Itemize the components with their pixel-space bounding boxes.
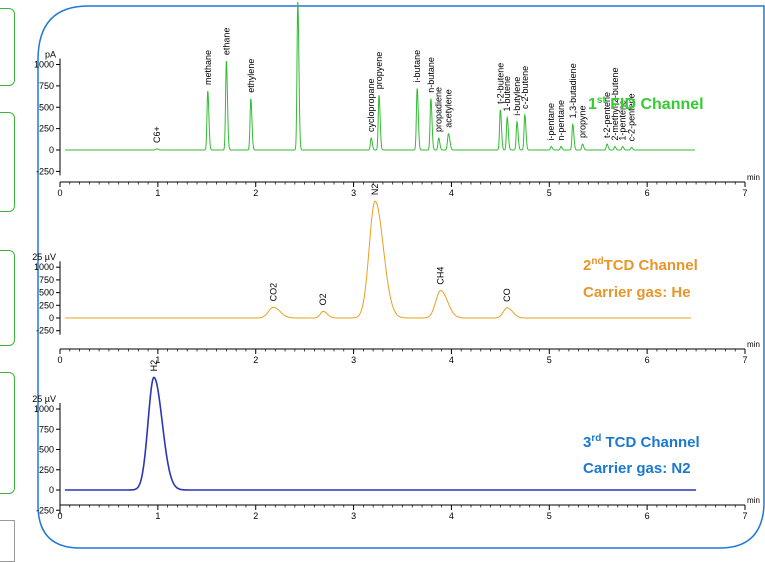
x-tick-label: 7: [742, 511, 747, 521]
peak-label: i-butylene: [512, 77, 522, 116]
side-bracket-4: [0, 372, 15, 494]
carrier-gas-label: Carrier gas: He: [583, 284, 691, 301]
y-tick-label: 1000: [34, 60, 54, 70]
y-tick-label: 1000: [34, 404, 54, 414]
y-tick-label: 750: [39, 81, 54, 91]
peak-label: methane: [203, 50, 213, 85]
x-tick-label: 5: [547, 511, 552, 521]
peak-label: i-pentane: [546, 103, 556, 141]
side-bracket-1: [0, 8, 15, 86]
x-tick-label: 2: [253, 188, 258, 198]
y-unit-label: 25 µV: [32, 394, 56, 404]
y-tick-label: 250: [39, 300, 54, 310]
peak-label: 1,3-butadiene: [568, 63, 578, 118]
y-tick-label: -250: [36, 505, 54, 515]
x-tick-label: 5: [547, 355, 552, 365]
peak-label: propyene: [374, 52, 384, 90]
y-tick-label: 1000: [34, 262, 54, 272]
peak-label: c-2-pentene: [626, 93, 636, 141]
peak-label: CO2: [268, 283, 278, 302]
y-unit-label: 25 µV: [32, 252, 56, 262]
x-tick-label: 5: [547, 188, 552, 198]
x-tick-label: 0: [57, 188, 62, 198]
side-bracket-2: [0, 112, 15, 212]
y-tick-label: 250: [39, 124, 54, 134]
x-tick-label: 4: [449, 188, 454, 198]
peak-label: CH4: [436, 267, 446, 285]
channel-label: 3rd TCD Channel: [583, 433, 700, 451]
chromatogram-trace: [64, 200, 692, 319]
peak-label: O2: [318, 293, 328, 305]
x-unit-label: min: [747, 496, 760, 505]
peak-label: ethylene: [246, 59, 256, 93]
channel-label: 2ndTCD Channel: [583, 256, 698, 274]
y-tick-label: 500: [39, 445, 54, 455]
x-unit-label: min: [747, 173, 760, 182]
peak-label: cyclopropane: [366, 78, 376, 132]
peak-label: 2-methyl-2-butene: [610, 68, 620, 141]
x-tick-label: 1: [155, 188, 160, 198]
x-tick-label: 7: [742, 188, 747, 198]
peak-label: H2: [149, 360, 159, 372]
x-tick-label: 3: [351, 355, 356, 365]
x-tick-label: 2: [253, 511, 258, 521]
x-tick-label: 7: [742, 355, 747, 365]
peak-label: 1-pentene: [618, 100, 628, 141]
y-tick-label: -250: [36, 166, 54, 176]
peak-label: n-pentane: [556, 100, 566, 141]
x-tick-label: 6: [645, 355, 650, 365]
peak-label: i-butane: [412, 50, 422, 83]
y-tick-label: 0: [49, 485, 54, 495]
y-tick-label: 500: [39, 102, 54, 112]
peak-label: C6+: [152, 126, 162, 143]
peak-label: propyne: [578, 105, 588, 138]
peak-label: 1-butene: [502, 76, 512, 112]
x-tick-label: 6: [645, 188, 650, 198]
chromatogram-trace: [64, 376, 697, 491]
peak-label: acetylene: [443, 89, 453, 128]
peak-label: t-2-pentene: [602, 92, 612, 138]
frame-border: [37, 5, 765, 549]
peak-label: propadiene: [434, 87, 444, 132]
x-tick-label: 0: [57, 511, 62, 521]
y-tick-label: 0: [49, 145, 54, 155]
chromatogram-trace: [64, 2, 696, 151]
x-tick-label: 3: [351, 188, 356, 198]
peak-label: N2: [370, 184, 380, 196]
y-unit-label: pA: [45, 50, 56, 60]
peak-label: c-2-butene: [520, 66, 530, 109]
y-tick-label: 750: [39, 275, 54, 285]
y-tick-label: 750: [39, 424, 54, 434]
peak-label: t-2-butene: [495, 63, 505, 104]
peak-label: CO: [502, 288, 512, 302]
y-tick-label: -250: [36, 326, 54, 336]
y-tick-label: 0: [49, 313, 54, 323]
y-tick-label: 250: [39, 465, 54, 475]
x-tick-label: 1: [155, 355, 160, 365]
x-tick-label: 4: [449, 511, 454, 521]
x-tick-label: 4: [449, 355, 454, 365]
x-tick-label: 2: [253, 355, 258, 365]
x-tick-label: 6: [645, 511, 650, 521]
carrier-gas-label: Carrier gas: N2: [583, 460, 691, 477]
x-tick-label: 0: [57, 355, 62, 365]
x-tick-label: 1: [155, 511, 160, 521]
peak-label: ethane: [221, 28, 231, 56]
side-bracket-3: [0, 250, 15, 346]
side-bracket-5: [0, 520, 15, 562]
x-unit-label: min: [747, 340, 760, 349]
y-tick-label: 500: [39, 288, 54, 298]
peak-label: n-butane: [426, 57, 436, 93]
channel-label: 1st FID Channel: [588, 95, 704, 113]
x-tick-label: 3: [351, 511, 356, 521]
